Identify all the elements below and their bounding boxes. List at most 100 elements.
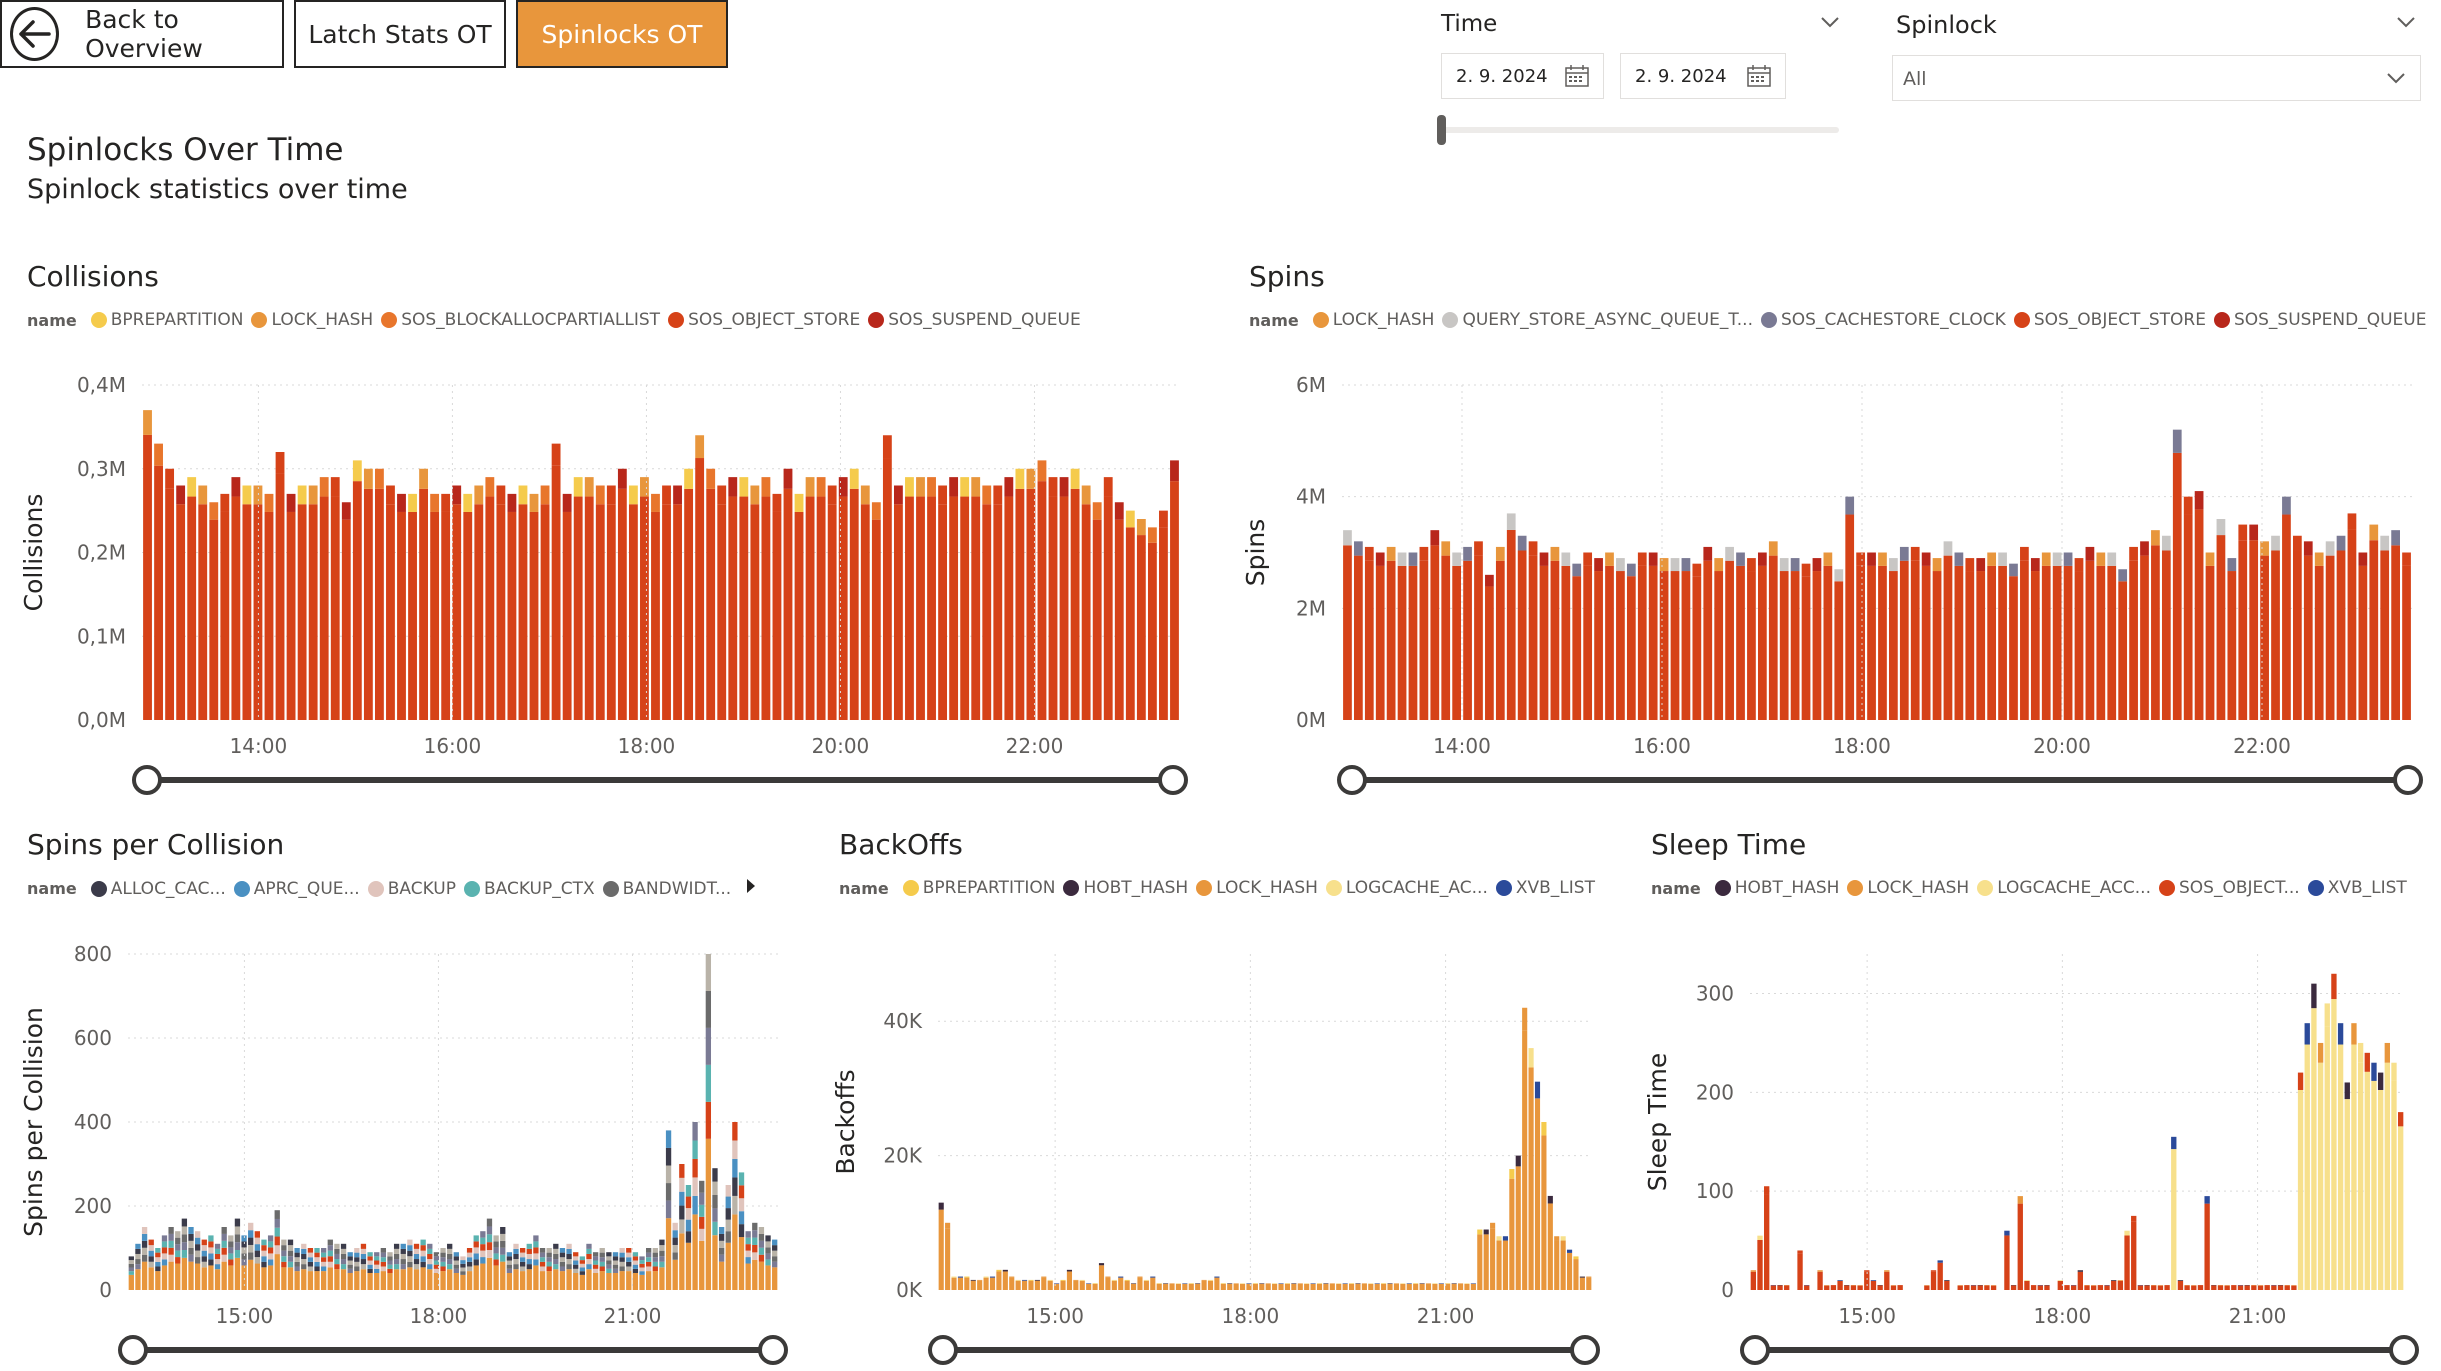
bar-segment[interactable] — [938, 504, 948, 720]
bar-segment[interactable] — [1169, 1283, 1175, 1290]
bar-segment[interactable] — [860, 485, 870, 505]
bar-segment[interactable] — [321, 1261, 327, 1267]
bar-segment[interactable] — [2331, 973, 2337, 1000]
bar-segment[interactable] — [400, 1243, 406, 1249]
bar-segment[interactable] — [1572, 576, 1582, 720]
bar-segment[interactable] — [128, 1274, 134, 1290]
bar-segment[interactable] — [141, 1247, 148, 1255]
bar-segment[interactable] — [1060, 1280, 1066, 1290]
bar-segment[interactable] — [1397, 565, 1407, 720]
bar-segment[interactable] — [486, 1234, 493, 1243]
bar-segment[interactable] — [1214, 1276, 1220, 1278]
bar-segment[interactable] — [168, 1261, 174, 1290]
bar-segment[interactable] — [321, 1266, 327, 1272]
bar-segment[interactable] — [430, 511, 440, 720]
bar-segment[interactable] — [1910, 560, 1920, 720]
bar-segment[interactable] — [496, 485, 506, 505]
bar-segment[interactable] — [374, 468, 384, 489]
bar-segment[interactable] — [626, 1252, 632, 1258]
bar-segment[interactable] — [241, 1253, 247, 1260]
bar-segment[interactable] — [626, 1266, 632, 1272]
bar-segment[interactable] — [1114, 502, 1124, 520]
bar-segment[interactable] — [393, 1264, 400, 1270]
bar-segment[interactable] — [559, 1252, 566, 1258]
bar-segment[interactable] — [599, 1248, 605, 1253]
bar-segment[interactable] — [287, 1267, 294, 1290]
bar-segment[interactable] — [340, 1259, 347, 1265]
bar-segment[interactable] — [1977, 1285, 1983, 1290]
bar-segment[interactable] — [287, 1256, 294, 1262]
bar-segment[interactable] — [161, 1259, 168, 1266]
bar-segment[interactable] — [519, 1252, 526, 1258]
bar-segment[interactable] — [685, 1196, 692, 1209]
bar-segment[interactable] — [301, 1264, 307, 1270]
bar-segment[interactable] — [1336, 1283, 1342, 1284]
bar-segment[interactable] — [2004, 1235, 2010, 1290]
bar-segment[interactable] — [301, 1259, 307, 1265]
bar-segment[interactable] — [705, 1027, 712, 1065]
bar-segment[interactable] — [440, 1248, 446, 1253]
bar-segment[interactable] — [1464, 1283, 1470, 1284]
bar-segment[interactable] — [2325, 541, 2335, 556]
bar-segment[interactable] — [2217, 1285, 2224, 1290]
bar-segment[interactable] — [400, 1248, 406, 1254]
bar-segment[interactable] — [1195, 1283, 1201, 1284]
bar-segment[interactable] — [772, 1245, 778, 1251]
bar-segment[interactable] — [1054, 1283, 1060, 1290]
bar-segment[interactable] — [1163, 1283, 1169, 1290]
bar-segment[interactable] — [2157, 1285, 2164, 1290]
bar-segment[interactable] — [374, 1268, 380, 1273]
bar-segment[interactable] — [175, 1244, 181, 1251]
bar-segment[interactable] — [752, 1259, 758, 1290]
bar-segment[interactable] — [308, 504, 318, 720]
bar-segment[interactable] — [413, 1248, 420, 1254]
bar-segment[interactable] — [717, 485, 727, 505]
spins-chart[interactable]: Spins name LOCK_HASH QUERY_STORE_ASYNC_QUEU… — [1222, 260, 2441, 810]
bar-segment[interactable] — [248, 1244, 254, 1253]
bar-segment[interactable] — [1400, 1283, 1406, 1290]
bar-segment[interactable] — [474, 504, 484, 720]
bar-segment[interactable] — [586, 1269, 592, 1290]
bar-segment[interactable] — [553, 1264, 559, 1270]
bar-segment[interactable] — [447, 1243, 453, 1249]
bar-segment[interactable] — [1944, 1280, 1950, 1281]
bar-segment[interactable] — [617, 488, 627, 720]
bar-segment[interactable] — [452, 504, 462, 720]
bar-segment[interactable] — [155, 1257, 161, 1262]
bar-segment[interactable] — [533, 1235, 539, 1242]
bar-segment[interactable] — [294, 1266, 300, 1272]
bar-segment[interactable] — [695, 435, 705, 459]
bar-segment[interactable] — [665, 1200, 672, 1219]
bar-segment[interactable] — [772, 493, 782, 512]
bar-segment[interactable] — [466, 1257, 473, 1262]
bar-segment[interactable] — [794, 511, 804, 720]
bar-segment[interactable] — [2358, 565, 2368, 720]
bar-segment[interactable] — [321, 1248, 327, 1253]
bar-segment[interactable] — [408, 493, 417, 512]
bar-segment[interactable] — [2377, 1072, 2384, 1090]
bar-segment[interactable] — [1118, 1276, 1124, 1278]
bar-segment[interactable] — [154, 465, 163, 720]
bar-segment[interactable] — [1930, 1270, 1937, 1272]
bar-segment[interactable] — [387, 1272, 393, 1290]
bar-segment[interactable] — [632, 1268, 639, 1273]
bar-segment[interactable] — [1586, 1276, 1592, 1278]
bar-segment[interactable] — [599, 1271, 605, 1290]
bar-segment[interactable] — [1770, 1285, 1777, 1290]
bar-segment[interactable] — [838, 496, 848, 720]
bar-segment[interactable] — [221, 1233, 227, 1241]
bar-segment[interactable] — [1272, 1283, 1278, 1290]
bar-segment[interactable] — [380, 1261, 387, 1267]
bar-segment[interactable] — [2097, 1285, 2104, 1290]
bar-segment[interactable] — [314, 1266, 320, 1272]
bar-segment[interactable] — [486, 1218, 493, 1227]
bar-segment[interactable] — [248, 1237, 254, 1245]
bar-segment[interactable] — [201, 1261, 207, 1268]
bar-segment[interactable] — [234, 1257, 241, 1290]
bar-segment[interactable] — [651, 493, 660, 512]
bar-segment[interactable] — [692, 1122, 698, 1141]
bar-segment[interactable] — [546, 1252, 552, 1258]
bar-segment[interactable] — [1002, 1269, 1008, 1272]
bar-segment[interactable] — [2204, 1196, 2210, 1204]
bar-segment[interactable] — [1034, 1280, 1040, 1290]
